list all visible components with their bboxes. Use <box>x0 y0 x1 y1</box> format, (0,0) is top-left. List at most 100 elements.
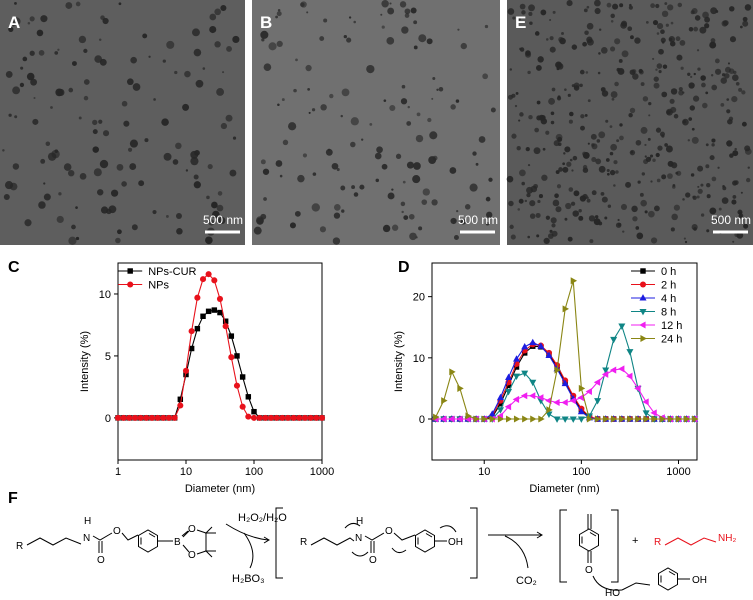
particle <box>43 193 51 201</box>
particle <box>211 201 218 209</box>
marker <box>521 342 529 350</box>
marker <box>618 365 625 373</box>
particle <box>401 26 409 34</box>
particle <box>527 70 531 75</box>
x-tick-label: 1000 <box>666 466 690 478</box>
particle <box>194 150 200 156</box>
marker <box>284 414 292 421</box>
particle <box>625 181 632 188</box>
bond <box>204 550 216 558</box>
particle <box>569 111 574 117</box>
marker <box>545 411 553 418</box>
particle <box>528 4 535 12</box>
particle <box>129 139 138 148</box>
particle <box>690 173 695 177</box>
particle <box>673 113 679 119</box>
particle <box>732 74 739 82</box>
particle <box>682 91 685 94</box>
particle <box>635 139 642 146</box>
particle <box>366 64 375 74</box>
particle <box>653 205 660 212</box>
particle <box>386 36 395 45</box>
atom: B <box>174 537 181 548</box>
particle <box>460 219 467 225</box>
particle <box>389 2 392 5</box>
particle <box>682 198 685 201</box>
particle <box>217 191 223 196</box>
particle <box>722 186 727 191</box>
particle <box>519 3 526 10</box>
particle <box>519 112 524 117</box>
particle <box>131 224 138 231</box>
marker <box>251 408 257 415</box>
particle <box>597 71 601 75</box>
particle <box>556 184 562 189</box>
particle <box>469 183 478 192</box>
marker <box>530 415 537 423</box>
particle <box>596 139 601 143</box>
ring-bond <box>668 571 676 576</box>
particle <box>688 117 693 121</box>
particle <box>43 182 46 185</box>
particle <box>506 175 514 183</box>
bond <box>310 537 355 546</box>
particle <box>732 240 735 243</box>
marker <box>642 398 649 406</box>
particle <box>509 68 513 71</box>
particle <box>737 209 743 215</box>
particle <box>118 2 122 6</box>
ring-bond <box>148 533 156 538</box>
particle <box>661 174 667 180</box>
particle <box>163 152 172 161</box>
particle <box>218 216 226 225</box>
atom: O <box>188 524 196 535</box>
particle <box>586 5 590 9</box>
marker <box>473 415 480 423</box>
marker <box>205 271 212 278</box>
particle <box>400 98 408 105</box>
marker <box>262 414 269 421</box>
particle <box>598 28 602 31</box>
particle <box>533 147 541 155</box>
particle <box>68 87 74 93</box>
particle <box>57 48 60 51</box>
particle <box>656 178 661 183</box>
particle <box>351 185 356 189</box>
particle <box>431 97 434 100</box>
marker <box>183 371 189 378</box>
panel-label: F <box>8 490 18 507</box>
particle <box>12 86 21 95</box>
particle <box>261 38 265 42</box>
particle <box>722 20 729 26</box>
particle <box>282 139 289 146</box>
particle <box>455 99 460 103</box>
marker <box>222 323 229 330</box>
marker <box>504 403 512 411</box>
particle <box>350 141 356 148</box>
particle <box>586 198 591 203</box>
particle <box>216 88 225 96</box>
particle <box>353 192 359 197</box>
marker <box>217 309 223 316</box>
series-line <box>435 324 695 420</box>
particle <box>591 143 595 147</box>
scale-bar-label: 500 nm <box>458 213 498 227</box>
marker <box>160 414 167 421</box>
particle <box>456 209 459 213</box>
particle <box>639 69 644 75</box>
marker <box>290 414 297 421</box>
particle <box>556 96 562 101</box>
marker <box>165 414 173 421</box>
curly-arrow <box>351 551 369 557</box>
marker <box>439 415 447 423</box>
particle <box>132 83 141 91</box>
particle <box>193 181 201 189</box>
particle <box>58 192 62 196</box>
particle <box>535 65 542 71</box>
particle <box>594 7 601 15</box>
particle <box>376 146 383 154</box>
particle <box>29 50 35 56</box>
particle <box>341 209 345 213</box>
marker <box>643 415 650 423</box>
particle <box>689 105 696 111</box>
